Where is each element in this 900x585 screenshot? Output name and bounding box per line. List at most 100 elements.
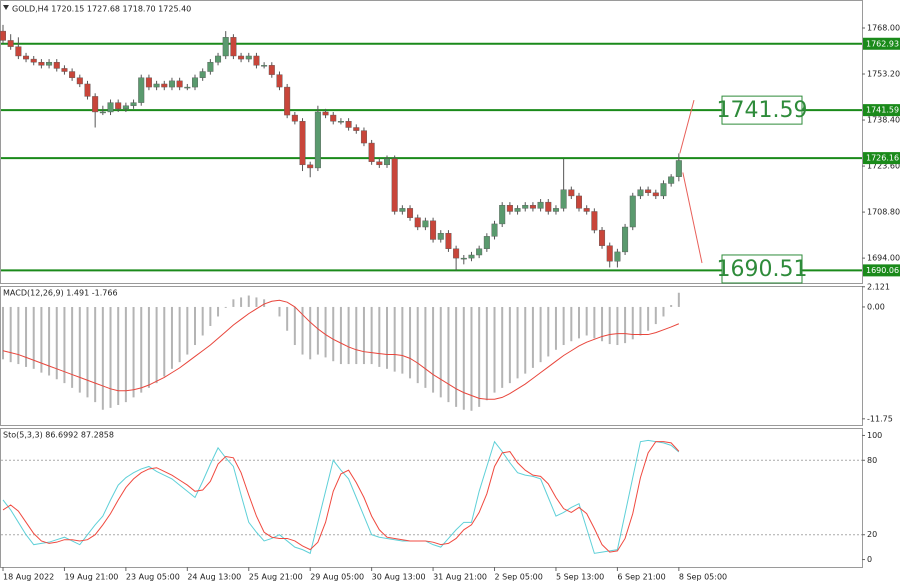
y-tick-label: -11.75 — [867, 414, 893, 423]
candle-body — [46, 61, 53, 66]
candle-body — [453, 248, 460, 259]
y-tick-label: 20 — [867, 530, 877, 539]
y-tick-label: 0 — [867, 555, 872, 564]
candle-body — [337, 121, 344, 123]
macd-signal-line — [2, 299, 680, 400]
candle-body — [552, 208, 559, 212]
candle-body — [345, 121, 352, 128]
candle-body — [422, 220, 429, 228]
candle-body — [230, 37, 237, 57]
candle-body — [291, 114, 298, 122]
candle-body — [38, 61, 45, 66]
candle-body — [414, 217, 421, 228]
level-label: 1762.93 — [866, 39, 899, 48]
candle-body — [99, 111, 106, 114]
candle-body — [215, 55, 222, 63]
candle-body — [614, 251, 621, 262]
candle-body — [460, 257, 467, 260]
y-tick-label: 1738.40 — [867, 116, 900, 125]
candle-body — [115, 102, 122, 110]
level-label-bg — [863, 37, 900, 50]
x-tick-label: 29 Aug 05:00 — [310, 573, 364, 582]
candle-body — [384, 158, 391, 166]
y-tick-label: 80 — [867, 456, 877, 465]
target-label: 1690.51 — [717, 257, 808, 282]
candle-body — [675, 160, 682, 177]
target-box — [721, 254, 803, 284]
price-panel — [0, 0, 863, 284]
x-tick-label: 31 Aug 21:00 — [433, 573, 487, 582]
candle-body — [0, 30, 6, 41]
macd-panel-title: MACD(12,26,9) 1.491 -1.766 — [3, 289, 118, 298]
candle-body — [30, 58, 37, 63]
candle-body — [176, 80, 183, 88]
level-label: 1741.59 — [866, 106, 899, 115]
x-tick-label: 25 Aug 21:00 — [249, 573, 303, 582]
candle-body — [130, 102, 137, 106]
stochastic-k-line — [2, 439, 680, 555]
y-tick-label: 1768.00 — [867, 23, 900, 32]
candle-body — [268, 65, 275, 75]
x-tick-label: 6 Sep 21:00 — [617, 573, 665, 582]
level-label-bg — [863, 104, 900, 117]
candle-body — [483, 236, 490, 249]
candle-body — [645, 189, 652, 194]
candle-body — [514, 208, 521, 212]
x-tick-label: 5 Sep 13:00 — [556, 573, 604, 582]
candle-body — [84, 83, 91, 97]
projection-line — [682, 172, 703, 264]
candle-body — [491, 223, 498, 237]
candle-body — [15, 46, 22, 57]
candle-body — [222, 37, 229, 57]
candle-body — [353, 127, 360, 131]
candle-body — [92, 96, 99, 113]
candle-body — [391, 158, 398, 212]
candle-body — [199, 71, 206, 78]
x-tick-label: 23 Aug 05:00 — [126, 573, 180, 582]
candle-body — [583, 208, 590, 212]
candle-body — [23, 55, 30, 60]
candle-body — [568, 189, 575, 197]
y-tick-label: 1753.20 — [867, 70, 900, 79]
candle-body — [368, 142, 375, 162]
candle-body — [545, 201, 552, 212]
candle-body — [622, 226, 629, 253]
candle-body — [399, 208, 406, 212]
stochastic-d-line — [2, 441, 680, 553]
candle-body — [606, 245, 613, 262]
target-label: 1741.59 — [717, 98, 808, 123]
candle-body — [238, 55, 245, 60]
level-label-bg — [863, 264, 900, 277]
candle-body — [253, 55, 260, 66]
candle-body — [637, 189, 644, 197]
candle-body — [191, 77, 198, 88]
candle-body — [476, 248, 483, 256]
candle-body — [76, 77, 83, 85]
candle-body — [506, 205, 513, 212]
stochastic-panel-title: Sto(5,3,3) 86.6992 87.2858 — [3, 431, 114, 440]
candle-body — [145, 77, 152, 88]
candle-body — [499, 205, 506, 225]
candle-body — [330, 114, 337, 122]
candle-body — [314, 111, 321, 169]
candle-body — [261, 65, 268, 67]
projection-line — [679, 99, 695, 154]
candle-body — [360, 130, 367, 144]
x-tick-label: 8 Sep 05:00 — [679, 573, 727, 582]
x-tick-label: 24 Aug 13:00 — [187, 573, 241, 582]
x-tick-label: 19 Aug 21:00 — [64, 573, 118, 582]
candle-body — [445, 233, 452, 249]
candle-body — [299, 121, 306, 166]
candle-body — [69, 71, 76, 78]
candle-body — [629, 195, 636, 228]
candle-body — [138, 77, 145, 103]
level-label: 1726.16 — [866, 154, 899, 163]
y-tick-label: 1694.00 — [867, 254, 900, 263]
y-tick-label: 1708.80 — [867, 208, 900, 217]
candle-body — [276, 74, 283, 88]
x-tick-label: 2 Sep 05:00 — [495, 573, 543, 582]
menu-arrow — [3, 5, 9, 10]
candle-body — [53, 61, 60, 69]
y-tick-label: 0.00 — [867, 302, 885, 311]
candle-body — [168, 80, 175, 88]
